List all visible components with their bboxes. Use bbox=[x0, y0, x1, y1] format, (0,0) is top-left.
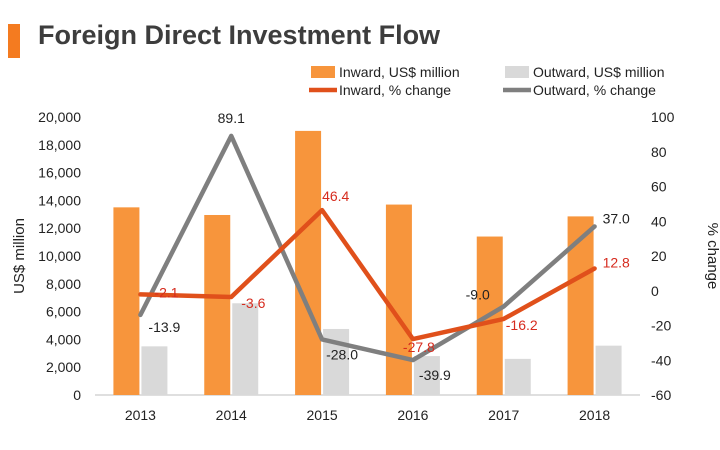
y2-tick-label: 100 bbox=[651, 109, 675, 125]
y-tick-label: 0 bbox=[73, 387, 81, 403]
inward-change-label: -27.8 bbox=[403, 339, 435, 355]
y-axis-title: US$ million bbox=[11, 218, 28, 294]
outward-bar bbox=[504, 358, 531, 395]
outward-change-line bbox=[138, 133, 597, 363]
inward-bar bbox=[113, 207, 140, 395]
legend-inward-bar-swatch bbox=[311, 66, 335, 78]
y-tick-label: 18,000 bbox=[38, 137, 81, 153]
chart-title: Foreign Direct Investment Flow bbox=[38, 20, 441, 50]
y2-tick-label: -40 bbox=[651, 352, 671, 368]
inward-change-label: -2.1 bbox=[154, 284, 178, 300]
y-tick-label: 6,000 bbox=[46, 304, 81, 320]
y2-tick-label: 0 bbox=[651, 283, 659, 299]
y-tick-label: 12,000 bbox=[38, 220, 81, 236]
legend-outward-line-label: Outward, % change bbox=[533, 82, 656, 98]
y-tick-label: 2,000 bbox=[46, 359, 81, 375]
y2-tick-label: 20 bbox=[651, 248, 667, 264]
outward-bar bbox=[413, 356, 440, 395]
x-tick-label: 2015 bbox=[307, 407, 338, 423]
y2-tick-label: 60 bbox=[651, 179, 667, 195]
y2-axis-title: % change bbox=[704, 223, 720, 290]
y-tick-label: 16,000 bbox=[38, 165, 81, 181]
outward-change-label: -9.0 bbox=[466, 286, 490, 302]
inward-change-line bbox=[138, 207, 597, 342]
x-tick-label: 2016 bbox=[397, 407, 428, 423]
inward-change-label: -3.6 bbox=[241, 295, 265, 311]
legend-outward-bar-swatch bbox=[505, 66, 529, 78]
inward-change-label: 12.8 bbox=[603, 255, 630, 271]
title-accent-bar bbox=[8, 24, 20, 58]
x-tick-label: 2014 bbox=[216, 407, 247, 423]
y-tick-label: 14,000 bbox=[38, 192, 81, 208]
x-tick-label: 2017 bbox=[488, 407, 519, 423]
y2-tick-label: 80 bbox=[651, 144, 667, 160]
y2-tick-label: -20 bbox=[651, 318, 671, 334]
inward-bar bbox=[385, 204, 412, 395]
legend-inward-bar-label: Inward, US$ million bbox=[339, 64, 460, 80]
x-tick-label: 2013 bbox=[125, 407, 156, 423]
y-tick-label: 4,000 bbox=[46, 331, 81, 347]
y2-tick-label: 40 bbox=[651, 213, 667, 229]
outward-change-label: 89.1 bbox=[218, 110, 245, 126]
inward-change-label: -16.2 bbox=[506, 317, 538, 333]
outward-change-label: -28.0 bbox=[326, 346, 358, 362]
outward-change-label: -39.9 bbox=[419, 367, 451, 383]
y-tick-label: 10,000 bbox=[38, 248, 81, 264]
inward-bar bbox=[567, 216, 594, 395]
legend-outward-bar-label: Outward, US$ million bbox=[533, 64, 665, 80]
outward-change-label: -13.9 bbox=[148, 319, 180, 335]
y-tick-label: 20,000 bbox=[38, 109, 81, 125]
inward-change-label: 46.4 bbox=[322, 188, 349, 204]
inward-bar bbox=[295, 130, 322, 395]
y2-tick-label: -60 bbox=[651, 387, 671, 403]
outward-change-label: 37.0 bbox=[603, 210, 630, 226]
x-tick-label: 2018 bbox=[579, 407, 610, 423]
outward-bar bbox=[595, 345, 622, 395]
legend-inward-line-label: Inward, % change bbox=[339, 82, 451, 98]
outward-bar bbox=[232, 303, 259, 395]
inward-bar bbox=[204, 214, 231, 395]
y-tick-label: 8,000 bbox=[46, 276, 81, 292]
outward-bar bbox=[141, 346, 168, 395]
